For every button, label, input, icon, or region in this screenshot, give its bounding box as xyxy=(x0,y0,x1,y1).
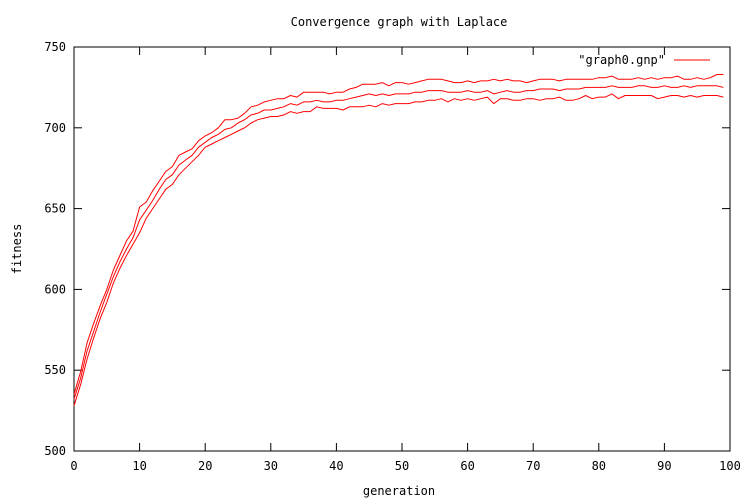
x-tick-label: 80 xyxy=(592,459,606,473)
x-tick-label: 0 xyxy=(70,459,77,473)
x-tick-label: 70 xyxy=(526,459,540,473)
chart-title: Convergence graph with Laplace xyxy=(291,15,508,29)
x-tick-label: 60 xyxy=(460,459,474,473)
series-line-1 xyxy=(73,74,724,395)
y-axis-label: fitness xyxy=(10,224,24,275)
x-tick-label: 100 xyxy=(719,459,741,473)
y-tick-label: 650 xyxy=(44,202,66,216)
x-tick-label: 20 xyxy=(198,459,212,473)
x-tick-label: 30 xyxy=(264,459,278,473)
y-tick-label: 600 xyxy=(44,282,66,296)
x-tick-label: 50 xyxy=(395,459,409,473)
series-layer xyxy=(73,74,724,406)
legend-label: "graph0.gnp" xyxy=(578,53,665,67)
axis-ticks: 0 10 20 30 40 50 60 70 80 90 100 500 550 600 650 700 750 xyxy=(44,40,741,473)
x-tick-label: 10 xyxy=(132,459,146,473)
legend: "graph0.gnp" xyxy=(578,53,710,67)
series-line-3 xyxy=(73,93,724,406)
plot-area-frame xyxy=(73,46,731,452)
y-tick-label: 700 xyxy=(44,121,66,135)
x-tick-label: 40 xyxy=(329,459,343,473)
y-tick-label: 500 xyxy=(44,444,66,458)
y-tick-label: 750 xyxy=(44,40,66,54)
series-line-2 xyxy=(73,85,724,400)
x-tick-label: 90 xyxy=(657,459,671,473)
x-axis-label: generation xyxy=(363,484,435,498)
y-tick-label: 550 xyxy=(44,363,66,377)
